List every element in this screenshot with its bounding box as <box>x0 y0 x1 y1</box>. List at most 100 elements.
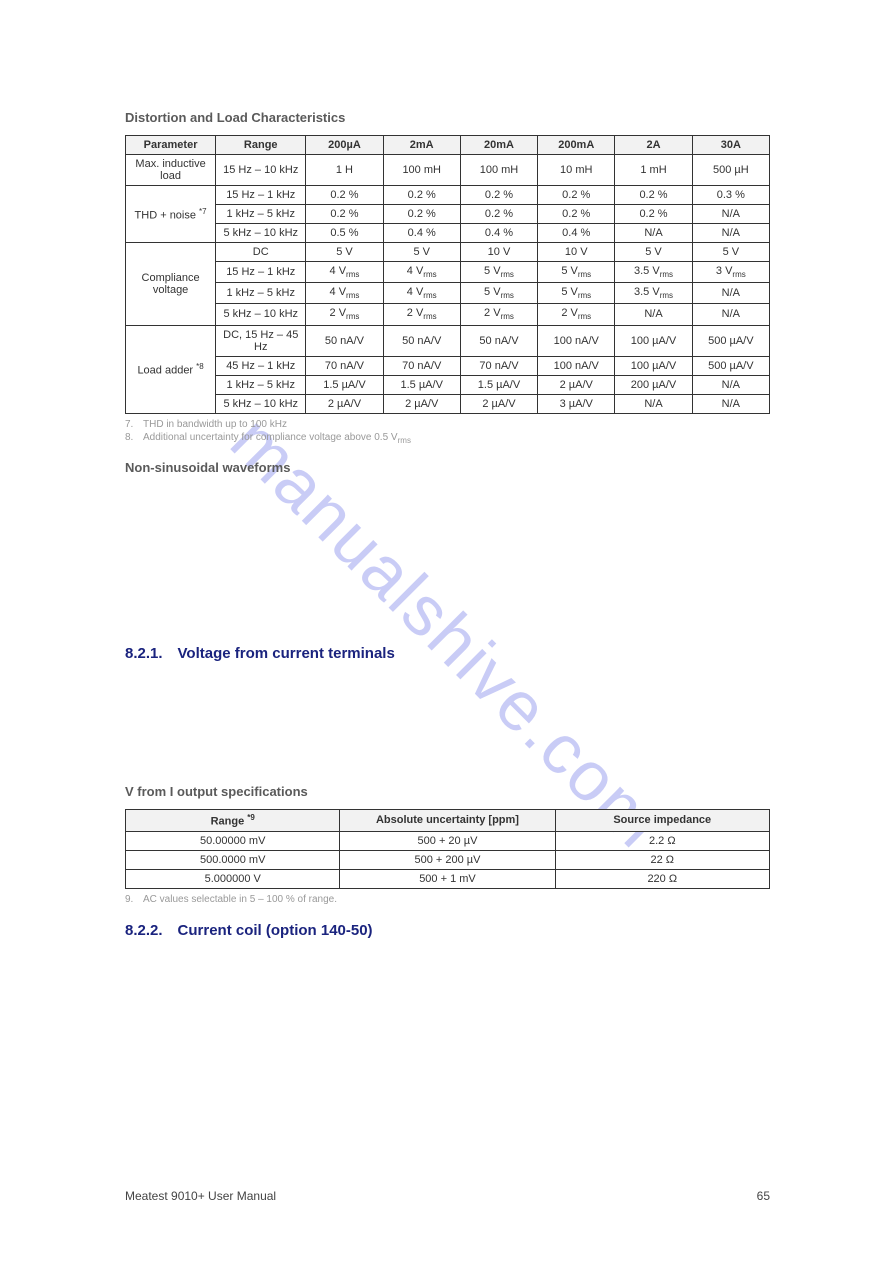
table-cell: 5 Vrms <box>538 262 615 283</box>
table-header: 2A <box>615 136 692 155</box>
heading-8-2-2: 8.2.2. Current coil (option 140-50) <box>125 922 770 939</box>
table-cell: 0.2 % <box>615 205 692 224</box>
table-cell: 100 µA/V <box>615 325 692 356</box>
table-cell: 1.5 µA/V <box>306 375 383 394</box>
table-header: 30A <box>692 136 769 155</box>
table-cell: 70 nA/V <box>383 356 460 375</box>
table-cell: 2 Vrms <box>460 304 537 325</box>
table-cell: 0.2 % <box>615 186 692 205</box>
table-cell: 1 kHz – 5 kHz <box>216 283 306 304</box>
table-cell: 2 Vrms <box>306 304 383 325</box>
table-cell: 500 µA/V <box>692 356 769 375</box>
table-row-header: Max. inductive load <box>126 155 216 186</box>
table-cell: N/A <box>692 283 769 304</box>
table-cell: 15 Hz – 1 kHz <box>216 186 306 205</box>
table-cell: 5 V <box>383 243 460 262</box>
table-cell: 5 kHz – 10 kHz <box>216 304 306 325</box>
table-cell: 5 kHz – 10 kHz <box>216 224 306 243</box>
table-cell: 5 Vrms <box>460 283 537 304</box>
table-header: Source impedance <box>555 809 769 831</box>
table-cell: 50 nA/V <box>306 325 383 356</box>
table-cell: 2.2 Ω <box>555 831 769 850</box>
table-header: 200mA <box>538 136 615 155</box>
table-cell: 0.2 % <box>306 186 383 205</box>
table-cell: 0.2 % <box>538 205 615 224</box>
table-cell: 22 Ω <box>555 850 769 869</box>
footnotes-1: 7.THD in bandwidth up to 100 kHz8.Additi… <box>125 418 770 446</box>
table-cell: 1 kHz – 5 kHz <box>216 205 306 224</box>
footnote: 9.AC values selectable in 5 – 100 % of r… <box>125 893 770 906</box>
table-cell: 2 Vrms <box>383 304 460 325</box>
table-cell: DC, 15 Hz – 45 Hz <box>216 325 306 356</box>
table-cell: 4 Vrms <box>306 262 383 283</box>
table-cell: 0.2 % <box>383 186 460 205</box>
table-header: 2mA <box>383 136 460 155</box>
table-cell: 3.5 Vrms <box>615 283 692 304</box>
table-cell: 5 Vrms <box>460 262 537 283</box>
table-header: Parameter <box>126 136 216 155</box>
page-footer: Meatest 9010+ User Manual 65 <box>125 1189 770 1203</box>
table-cell: N/A <box>692 394 769 413</box>
table-cell: 1.5 µA/V <box>460 375 537 394</box>
table-cell: 500 + 200 µV <box>340 850 555 869</box>
table-cell: 50 nA/V <box>383 325 460 356</box>
table-cell: 10 mH <box>538 155 615 186</box>
table-header: Absolute uncertainty [ppm] <box>340 809 555 831</box>
distortion-table: ParameterRange200µA2mA20mA200mA2A30AMax.… <box>125 135 770 414</box>
footnote: 8.Additional uncertainty for compliance … <box>125 431 770 446</box>
table-cell: N/A <box>692 205 769 224</box>
table-cell: 0.4 % <box>538 224 615 243</box>
table-cell: N/A <box>692 304 769 325</box>
table-cell: N/A <box>615 224 692 243</box>
table-cell: 5 kHz – 10 kHz <box>216 394 306 413</box>
table-cell: 100 µA/V <box>615 356 692 375</box>
table-cell: 0.2 % <box>460 205 537 224</box>
table-cell: 1.5 µA/V <box>383 375 460 394</box>
table-cell: 500 + 20 µV <box>340 831 555 850</box>
footnotes-2: 9.AC values selectable in 5 – 100 % of r… <box>125 893 770 906</box>
table-cell: 4 Vrms <box>383 283 460 304</box>
table-cell: 50 nA/V <box>460 325 537 356</box>
table-header: 20mA <box>460 136 537 155</box>
table-cell: 5 Vrms <box>538 283 615 304</box>
table-cell: 1 kHz – 5 kHz <box>216 375 306 394</box>
table-cell: 2 µA/V <box>383 394 460 413</box>
table-cell: 0.2 % <box>538 186 615 205</box>
table-row-header: THD + noise *7 <box>126 186 216 243</box>
table-header: 200µA <box>306 136 383 155</box>
table-cell: N/A <box>692 224 769 243</box>
table-cell: 100 mH <box>460 155 537 186</box>
table-header: Range *9 <box>126 809 340 831</box>
table-cell: 0.2 % <box>383 205 460 224</box>
table-cell: 2 µA/V <box>538 375 615 394</box>
table-cell: 50.00000 mV <box>126 831 340 850</box>
table-cell: 3 µA/V <box>538 394 615 413</box>
table-cell: 220 Ω <box>555 869 769 888</box>
table-cell: 15 Hz – 1 kHz <box>216 262 306 283</box>
vfromi-table: Range *9Absolute uncertainty [ppm]Source… <box>125 809 770 889</box>
table-cell: 4 Vrms <box>306 283 383 304</box>
table-cell: 200 µA/V <box>615 375 692 394</box>
table-cell: 0.4 % <box>460 224 537 243</box>
table-cell: 2 µA/V <box>460 394 537 413</box>
table-cell: N/A <box>615 304 692 325</box>
table-cell: 0.5 % <box>306 224 383 243</box>
section-title-vfromi: V from I output specifications <box>125 784 770 799</box>
table-cell: 0.3 % <box>692 186 769 205</box>
table-cell: DC <box>216 243 306 262</box>
table-cell: 500.0000 mV <box>126 850 340 869</box>
table-cell: 5 V <box>692 243 769 262</box>
table-cell: 500 + 1 mV <box>340 869 555 888</box>
table-cell: 2 Vrms <box>538 304 615 325</box>
footnote: 7.THD in bandwidth up to 100 kHz <box>125 418 770 431</box>
table-cell: 1 H <box>306 155 383 186</box>
table-cell: 5.000000 V <box>126 869 340 888</box>
table-cell: 45 Hz – 1 kHz <box>216 356 306 375</box>
section-title-distortion: Distortion and Load Characteristics <box>125 110 770 125</box>
table-cell: N/A <box>692 375 769 394</box>
table-cell: 100 mH <box>383 155 460 186</box>
heading-8-2-1: 8.2.1. Voltage from current terminals <box>125 645 770 662</box>
table-row-header: Compliance voltage <box>126 243 216 326</box>
table-cell: 5 V <box>615 243 692 262</box>
table-cell: 4 Vrms <box>383 262 460 283</box>
